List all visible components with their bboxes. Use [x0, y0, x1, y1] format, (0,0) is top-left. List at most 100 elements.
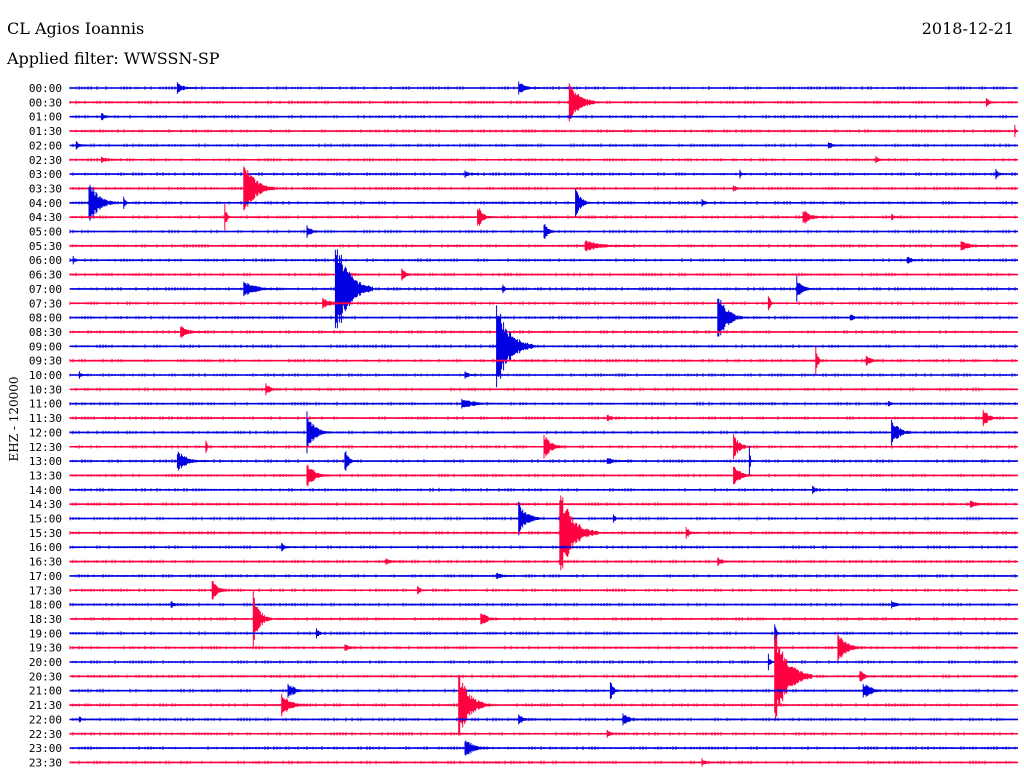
record-date: 2018-12-21: [921, 19, 1014, 38]
trace-time-label: 04:00: [29, 197, 62, 210]
seismic-event: [306, 225, 323, 238]
trace-time-label: 09:00: [29, 340, 62, 353]
seismic-event: [815, 347, 823, 375]
trace-time-label: 18:30: [29, 613, 62, 626]
trace-noise: [69, 631, 1016, 636]
seismic-event: [306, 464, 333, 487]
seismic-event: [518, 501, 545, 536]
trace-noise: [69, 315, 1016, 320]
seismic-event: [701, 758, 715, 767]
trace-time-label: 11:30: [29, 412, 62, 425]
trace-time-label: 17:00: [29, 570, 62, 583]
seismic-event: [176, 82, 196, 94]
seismic-event: [748, 446, 753, 476]
trace-noise: [69, 200, 1016, 205]
trace-noise: [69, 473, 1016, 478]
seismic-event: [224, 204, 232, 231]
trace-time-label: 00:00: [29, 82, 62, 95]
trace-time-label: 11:00: [29, 398, 62, 411]
trace-time-label: 14:30: [29, 498, 62, 511]
trace-noise: [69, 86, 1016, 90]
trace-time-label: 22:00: [29, 713, 62, 726]
filter-label: Applied filter: WWSSN-SP: [7, 49, 220, 68]
seismic-event: [265, 383, 282, 396]
trace-noise: [69, 272, 1016, 277]
seismic-event: [865, 355, 882, 366]
seismic-event: [584, 240, 633, 252]
seismic-event: [243, 281, 282, 297]
seismic-event: [543, 434, 567, 459]
seismic-event: [417, 586, 431, 595]
trace-time-label: 07:30: [29, 297, 62, 310]
seismic-event: [891, 600, 911, 609]
seismic-event: [575, 188, 592, 217]
trace-time-label: 23:30: [29, 756, 62, 769]
seismic-event: [464, 170, 478, 178]
seismic-event: [316, 628, 326, 639]
trace-noise: [69, 645, 1016, 650]
trace-time-label: 18:00: [29, 599, 62, 612]
seismic-event: [717, 557, 737, 566]
seismic-event: [609, 682, 620, 700]
seismic-event: [461, 398, 500, 409]
trace-time-label: 13:30: [29, 469, 62, 482]
seismic-event: [891, 419, 915, 446]
trace-noise: [69, 330, 1016, 334]
seismic-event: [101, 113, 115, 121]
trace-noise: [69, 688, 1016, 693]
trace-time-label: 03:00: [29, 168, 62, 181]
seismic-event: [458, 674, 491, 736]
trace-noise: [69, 114, 1016, 119]
trace-noise: [69, 559, 1016, 564]
seismic-event: [211, 581, 231, 600]
seismic-event: [850, 314, 863, 321]
seismic-event: [717, 298, 744, 337]
trace-time-label: 06:00: [29, 254, 62, 267]
trace-noise: [69, 172, 1016, 176]
seismic-event: [995, 168, 1003, 180]
seismic-event: [906, 256, 926, 264]
seismic-event: [733, 434, 753, 460]
seismic-event: [385, 558, 402, 565]
trace-noise: [69, 502, 1016, 506]
seismic-event: [837, 633, 867, 662]
seismic-event: [306, 411, 330, 454]
seismic-event: [767, 296, 775, 311]
trace-time-label: 04:30: [29, 211, 62, 224]
trace-time-label: 10:30: [29, 383, 62, 396]
seismic-event: [88, 184, 118, 221]
trace-time-label: 12:30: [29, 441, 62, 454]
seismic-event: [606, 729, 620, 738]
seismic-event: [101, 156, 121, 163]
trace-noise: [69, 301, 1016, 306]
seismic-event: [891, 214, 902, 221]
seismic-event: [518, 714, 535, 725]
seismic-event: [170, 601, 184, 608]
seismic-event: [496, 305, 535, 388]
seismic-event: [862, 683, 892, 698]
trace-time-label: 10:00: [29, 369, 62, 382]
trace-noise: [69, 459, 1016, 463]
trace-time-label: 05:30: [29, 240, 62, 253]
trace-noise: [69, 229, 1016, 234]
seismic-event: [982, 410, 999, 427]
station-title: CL Agios Ioannis: [7, 19, 145, 38]
seismic-event: [606, 458, 633, 464]
trace-noise: [69, 186, 1016, 191]
trace-noise: [69, 487, 1016, 492]
trace-noise: [69, 444, 1016, 449]
seismic-event: [176, 451, 209, 471]
trace-time-label: 23:00: [29, 742, 62, 755]
seismic-event: [344, 451, 358, 471]
trace-time-label: 15:30: [29, 527, 62, 540]
seismic-event: [1014, 124, 1019, 138]
trace-noise: [69, 731, 1016, 736]
seismic-event: [970, 500, 990, 508]
seismic-event: [496, 572, 513, 579]
seismic-event: [72, 256, 80, 265]
trace-noise: [69, 545, 1016, 550]
trace-time-label: 05:00: [29, 226, 62, 239]
seismic-event: [827, 142, 844, 149]
seismic-event: [243, 166, 276, 211]
seismic-event: [985, 98, 999, 107]
